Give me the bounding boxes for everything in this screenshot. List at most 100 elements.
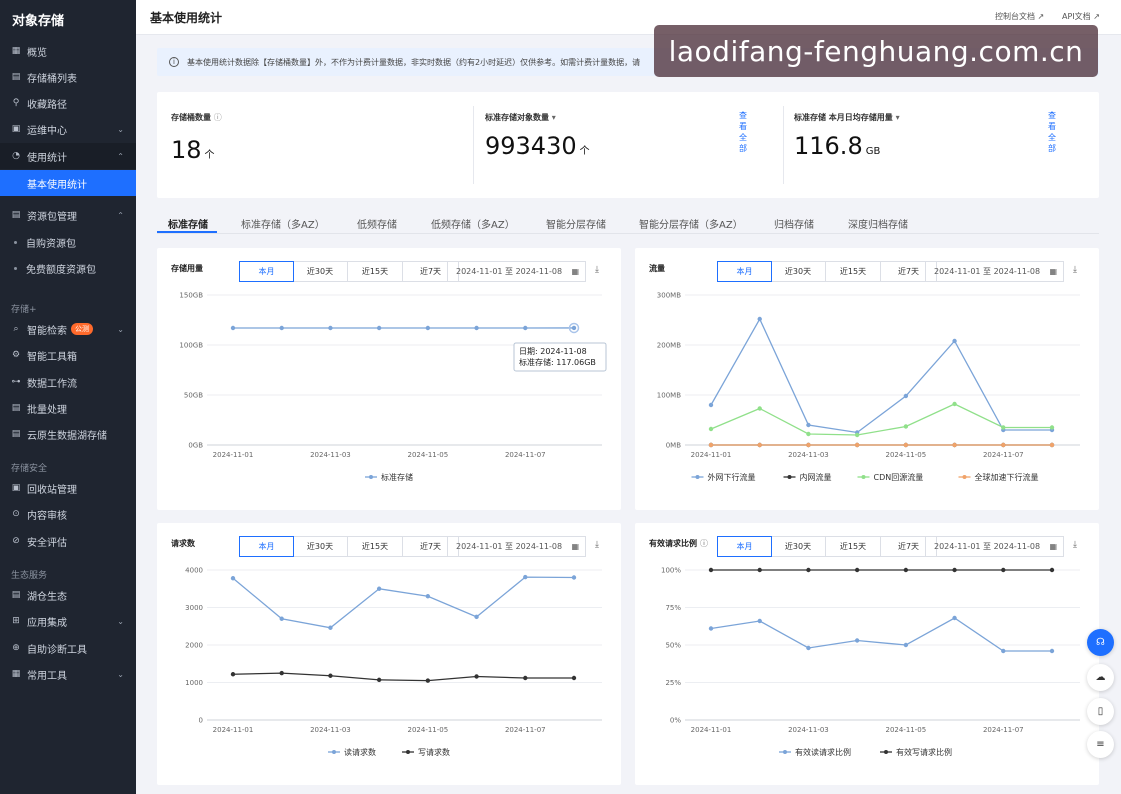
sidebar-item-security-eval[interactable]: ⊘ 安全评估 (0, 528, 136, 554)
range-button-2[interactable]: 近15天 (348, 262, 403, 281)
cloud-assistant-button[interactable]: ☁ (1087, 664, 1114, 691)
sidebar-item-buckets[interactable]: ▤ 存储桶列表 (0, 64, 136, 90)
data-point[interactable] (757, 567, 762, 573)
data-point[interactable] (1049, 567, 1055, 573)
data-point[interactable] (571, 575, 577, 580)
data-point[interactable] (1001, 567, 1006, 573)
tab-standard[interactable]: 标准存储 (168, 220, 208, 231)
tab-intelligent-multi-az[interactable]: 智能分层存储（多AZ） (639, 220, 743, 231)
legend-item[interactable]: 写请求数 (402, 747, 450, 757)
range-button-1[interactable]: 近30天 (771, 262, 826, 281)
data-point[interactable] (1001, 648, 1006, 654)
sidebar-item-basic-stats[interactable]: 基本使用统计 (0, 170, 136, 196)
data-point[interactable] (1049, 425, 1055, 430)
data-point[interactable] (1001, 425, 1006, 430)
data-point[interactable] (328, 625, 333, 630)
data-point[interactable] (708, 442, 714, 448)
data-point[interactable] (523, 574, 528, 580)
data-point[interactable] (230, 672, 236, 677)
view-all-objects-link[interactable]: 查看全部 (739, 111, 747, 153)
data-point[interactable] (1049, 648, 1055, 654)
sidebar-item-usage-stats[interactable]: ◔ 使用统计 ⌃ (0, 143, 136, 169)
sidebar-item-lakehouse[interactable]: ▤ 湖仓生态 (0, 582, 136, 608)
data-point[interactable] (903, 424, 909, 429)
api-docs-link[interactable]: API文档 ↗ (1062, 12, 1100, 21)
tab-deep-archive[interactable]: 深度归档存储 (848, 220, 908, 231)
data-point[interactable] (757, 618, 762, 624)
data-point[interactable] (854, 442, 860, 448)
download-icon[interactable]: ⤓ (595, 265, 599, 275)
data-point[interactable] (854, 638, 860, 643)
sidebar-item-content-audit[interactable]: ⊙ 内容审核 (0, 501, 136, 527)
range-button-1[interactable]: 近30天 (293, 262, 348, 281)
data-point[interactable] (328, 673, 333, 678)
range-button-0[interactable]: 本月 (717, 261, 772, 282)
data-point[interactable] (903, 567, 909, 573)
data-point[interactable] (952, 567, 957, 573)
data-point[interactable] (279, 325, 284, 331)
data-point[interactable] (708, 426, 714, 432)
range-button-0[interactable]: 本月 (239, 536, 294, 557)
sidebar-item-diagnose[interactable]: ⊕ 自助诊断工具 (0, 635, 136, 661)
data-point[interactable] (328, 325, 333, 331)
data-point[interactable] (474, 674, 479, 679)
tab-intelligent[interactable]: 智能分层存储 (546, 220, 606, 231)
range-button-0[interactable]: 本月 (717, 536, 772, 557)
data-point[interactable] (757, 442, 762, 448)
data-point[interactable] (708, 402, 714, 408)
tab-infrequent[interactable]: 低频存储 (357, 220, 397, 231)
data-point[interactable] (1049, 442, 1055, 448)
data-point[interactable] (1001, 442, 1006, 448)
date-range-picker[interactable]: 2024-11-01 至 2024-11-08 ▦ (925, 261, 1064, 282)
data-point[interactable] (806, 645, 811, 651)
data-point[interactable] (230, 325, 236, 331)
data-point[interactable] (952, 401, 957, 407)
data-point[interactable] (425, 325, 431, 331)
data-point[interactable] (854, 432, 860, 438)
data-point[interactable] (806, 431, 811, 437)
data-point[interactable] (854, 567, 860, 573)
info-icon[interactable]: ⓘ (700, 539, 708, 548)
legend-item[interactable]: 外网下行流量 (691, 472, 756, 482)
data-point[interactable] (376, 677, 382, 683)
legend-item[interactable]: 全球加速下行流量 (958, 472, 1039, 482)
sidebar-item-favorites[interactable]: ⚲ 收藏路径 (0, 90, 136, 116)
range-button-0[interactable]: 本月 (239, 261, 294, 282)
data-point[interactable] (474, 614, 479, 620)
date-range-picker[interactable]: 2024-11-01 至 2024-11-08 ▦ (447, 536, 586, 557)
legend-item[interactable]: 有效写请求比例 (880, 747, 952, 757)
legend-item[interactable]: 有效读请求比例 (779, 747, 851, 757)
docs-button[interactable]: ▯ (1087, 698, 1114, 725)
legend-item[interactable]: 内网流量 (783, 472, 832, 482)
tab-archive[interactable]: 归档存储 (774, 220, 814, 231)
legend-item[interactable]: 标准存储 (365, 472, 413, 482)
data-point[interactable] (708, 567, 714, 573)
tab-standard-multi-az[interactable]: 标准存储（多AZ） (241, 220, 325, 231)
download-icon[interactable]: ⤓ (1073, 265, 1077, 275)
sidebar-item-toolbox[interactable]: ⚙ 智能工具箱 (0, 342, 136, 368)
data-point[interactable] (757, 406, 762, 411)
console-docs-link[interactable]: 控制台文档 ↗ (995, 12, 1045, 21)
data-point[interactable] (425, 594, 431, 599)
sidebar-item-ops-center[interactable]: ▣ 运维中心 ⌄ (0, 116, 136, 142)
data-point[interactable] (708, 626, 714, 631)
data-point[interactable] (952, 338, 957, 344)
data-point[interactable] (523, 675, 528, 681)
legend-item[interactable]: 读请求数 (328, 747, 376, 757)
sidebar-item-data-lake[interactable]: ▤ 云原生数据湖存储 (0, 421, 136, 447)
sidebar-item-recycle[interactable]: ▣ 回收站管理 (0, 475, 136, 501)
data-point[interactable] (903, 442, 909, 448)
data-point[interactable] (279, 616, 284, 621)
data-point[interactable] (806, 422, 811, 428)
range-button-3[interactable]: 近7天 (897, 542, 920, 551)
data-point[interactable] (376, 586, 382, 591)
sidebar-item-smart-search[interactable]: ⌕ 智能检索 公测 ⌄ (0, 316, 136, 342)
data-point[interactable] (806, 442, 811, 448)
range-button-3[interactable]: 近7天 (419, 542, 442, 551)
range-button-3[interactable]: 近7天 (419, 267, 442, 276)
download-icon[interactable]: ⤓ (1073, 540, 1077, 550)
info-icon[interactable]: ⓘ (213, 113, 222, 122)
range-button-1[interactable]: 近30天 (293, 537, 348, 556)
tab-infrequent-multi-az[interactable]: 低频存储（多AZ） (431, 220, 515, 231)
data-point[interactable] (230, 576, 236, 581)
